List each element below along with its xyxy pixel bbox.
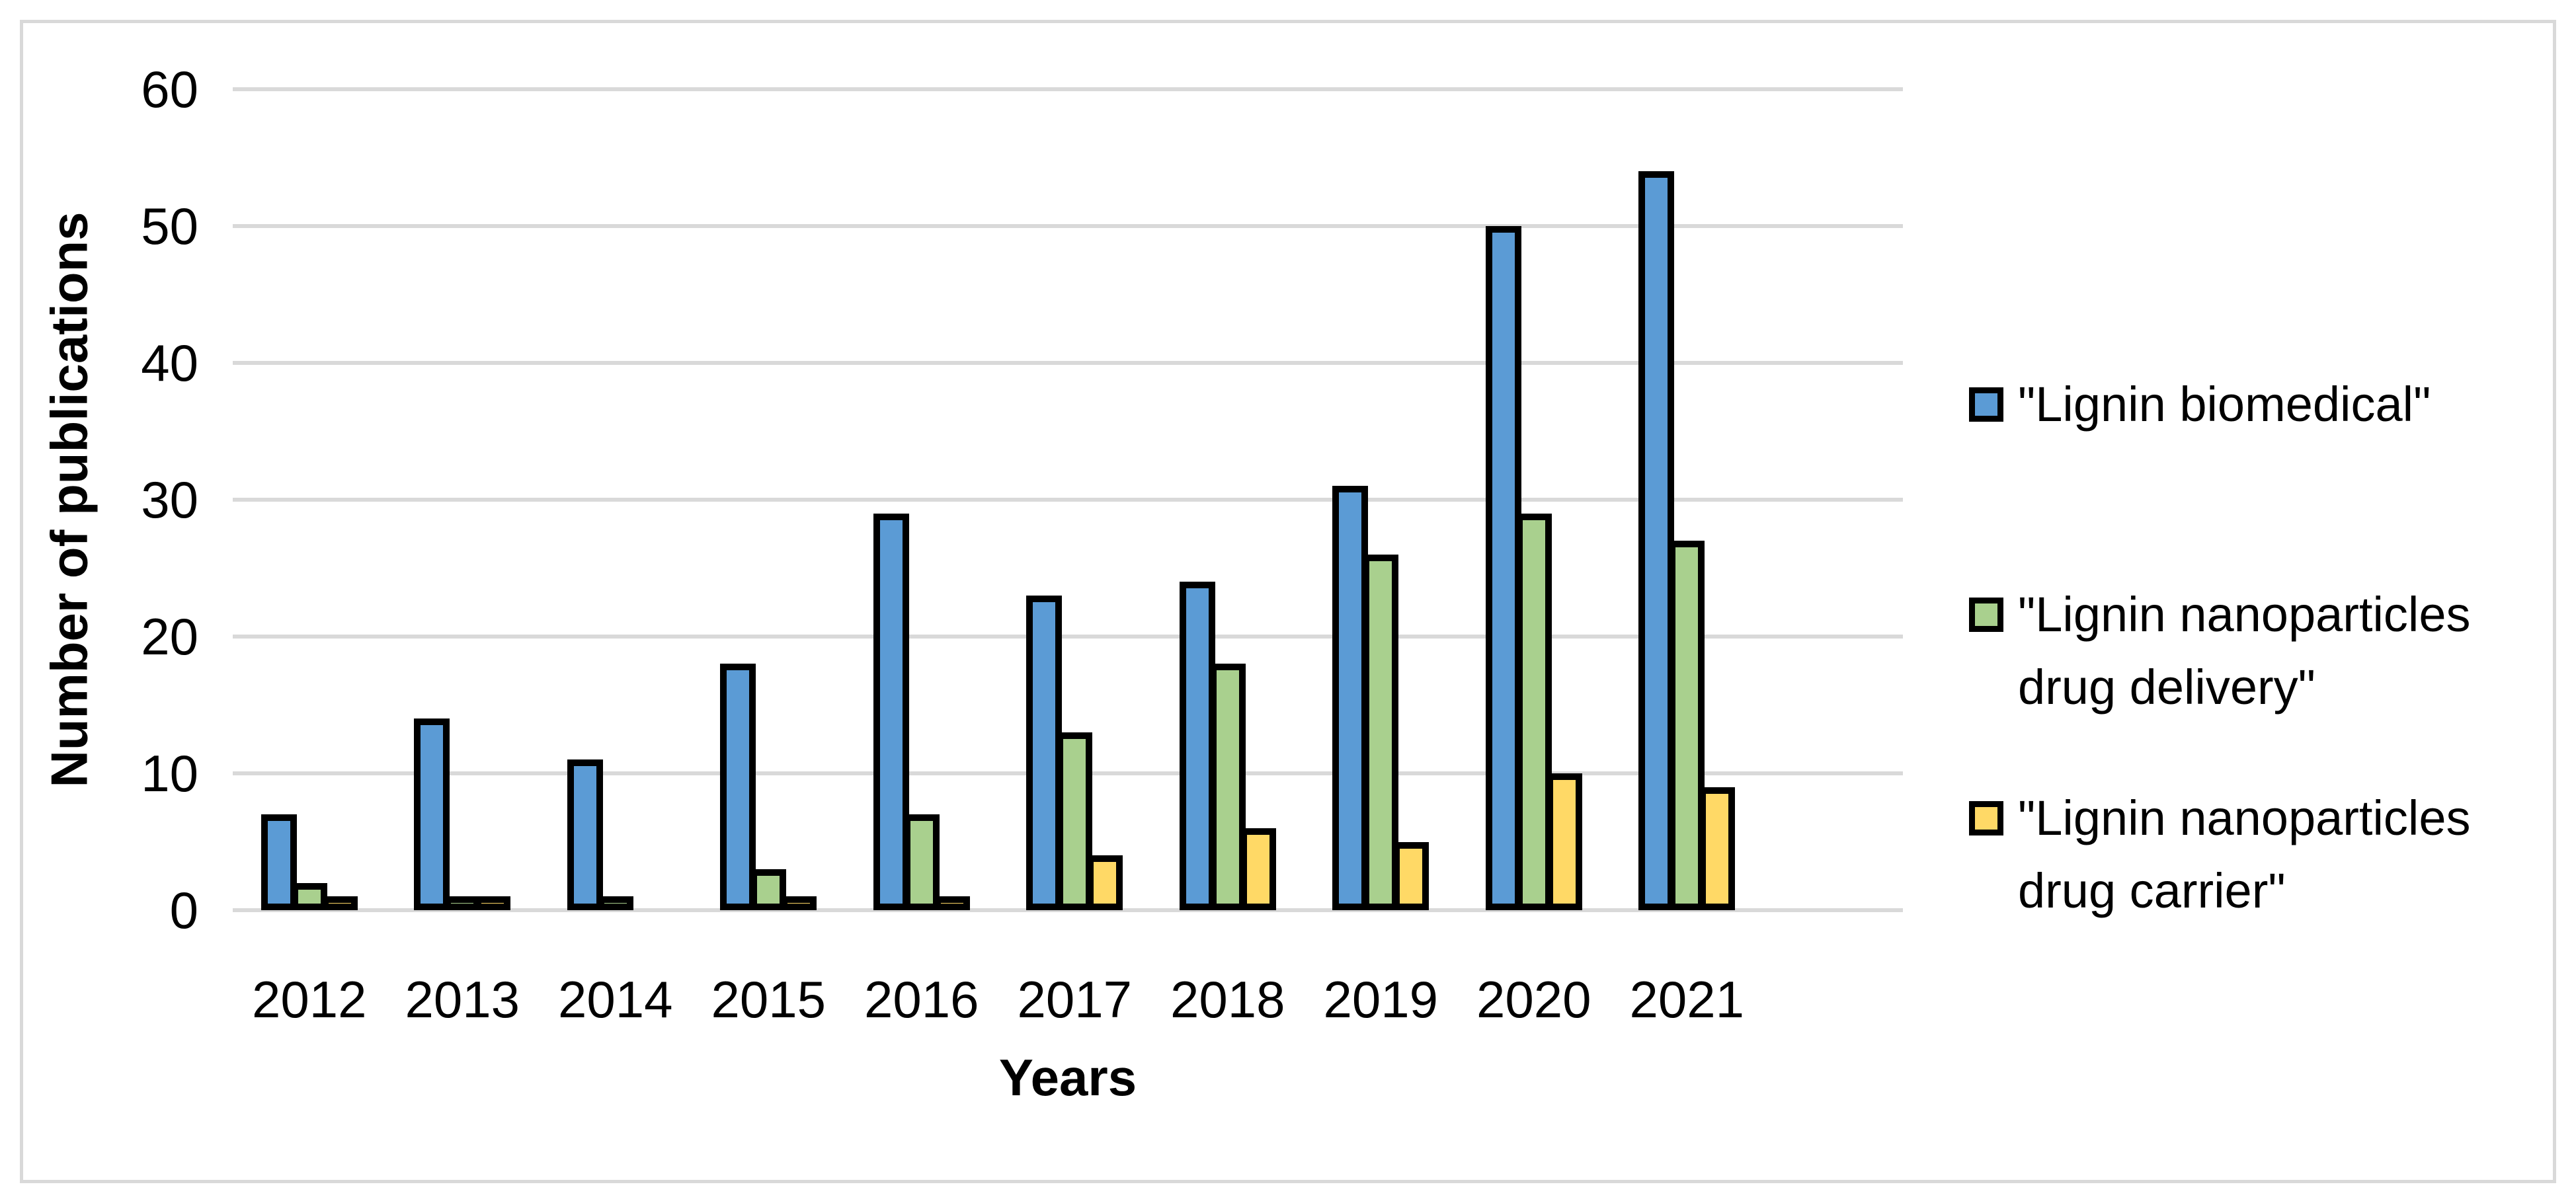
y-tick-label-50: 50 — [141, 197, 198, 255]
gridline-40 — [233, 361, 1903, 365]
bar-2014-series-1 — [567, 759, 603, 910]
bar-2016-series-3 — [934, 896, 970, 910]
bar-2012-series-3 — [321, 896, 358, 910]
bar-2013-series-1 — [414, 718, 450, 910]
bar-2020-series-3 — [1546, 773, 1582, 910]
legend-marker-3-icon — [1969, 801, 2003, 835]
plot-area — [233, 87, 1903, 912]
bar-2021-series-2 — [1669, 541, 1705, 910]
y-tick-label-30: 30 — [141, 471, 198, 529]
gridline-20 — [233, 635, 1903, 639]
legend-marker-2-icon — [1969, 598, 2003, 632]
bar-2017-series-1 — [1026, 595, 1063, 910]
legend-item-3: "Lignin nanoparticles drug carrier" — [1969, 782, 2471, 927]
gridline-30 — [233, 498, 1903, 502]
legend-label-1: "Lignin biomedical" — [2018, 368, 2431, 441]
bar-2021-series-1 — [1638, 171, 1675, 910]
bar-2015-series-3 — [781, 896, 817, 910]
bar-group-2017 — [998, 89, 1152, 910]
bar-2012-series-2 — [291, 882, 327, 910]
bar-2014-series-2 — [597, 896, 633, 910]
y-tick-label-10: 10 — [141, 744, 198, 802]
x-axis-labels: 2012 2013 2014 2015 2016 2017 2018 2019 2020 2021 — [233, 966, 1763, 1032]
bar-2012-series-1 — [261, 814, 297, 910]
legend-label-3-line-2: drug carrier" — [2018, 863, 2286, 918]
bar-group-2012 — [233, 89, 386, 910]
x-tick-label-2020: 2020 — [1476, 970, 1591, 1028]
y-tick-label-20: 20 — [141, 607, 198, 666]
y-tick-label-60: 60 — [141, 60, 198, 118]
x-tick-label-2021: 2021 — [1629, 970, 1745, 1028]
bar-2016-series-2 — [903, 814, 940, 910]
x-tick-label-2016: 2016 — [864, 970, 979, 1028]
y-tick-label-0: 0 — [169, 881, 198, 939]
x-tick-label-2014: 2014 — [557, 970, 673, 1028]
bar-2018-series-3 — [1240, 828, 1276, 910]
legend-label-2: "Lignin nanoparticles drug delivery" — [2018, 578, 2471, 724]
x-tick-label-2012: 2012 — [251, 970, 367, 1028]
x-tick-label-2013: 2013 — [405, 970, 520, 1028]
legend-item-1: "Lignin biomedical" — [1969, 368, 2431, 441]
legend-label-2-line-1: "Lignin nanoparticles — [2018, 587, 2471, 642]
legend-label-3: "Lignin nanoparticles drug carrier" — [2018, 782, 2471, 927]
bar-2020-series-2 — [1515, 513, 1552, 910]
legend-marker-1-icon — [1969, 387, 2003, 422]
x-tick-label-2015: 2015 — [711, 970, 826, 1028]
legend-label-3-line-1: "Lignin nanoparticles — [2018, 791, 2471, 845]
x-tick-label-2017: 2017 — [1017, 970, 1133, 1028]
bar-groups — [233, 89, 1763, 910]
y-axis-tick-labels: 0 10 20 30 40 50 60 — [0, 60, 198, 939]
bar-2018-series-1 — [1179, 582, 1215, 910]
bar-group-2015 — [692, 89, 846, 910]
bar-2019-series-2 — [1363, 554, 1399, 910]
bar-group-2014 — [539, 89, 692, 910]
bar-2021-series-3 — [1699, 787, 1736, 910]
bar-2015-series-1 — [720, 664, 756, 910]
x-axis-title: Years — [998, 1048, 1137, 1106]
bar-group-2019 — [1305, 89, 1458, 910]
figure-border — [20, 20, 2556, 1183]
bar-2015-series-2 — [750, 869, 787, 910]
bar-2017-series-2 — [1057, 732, 1093, 910]
x-tick-label-2019: 2019 — [1323, 970, 1439, 1028]
gridline-0 — [233, 908, 1903, 912]
bar-group-2013 — [386, 89, 540, 910]
bar-2016-series-1 — [873, 513, 909, 910]
legend-label-1-line-1: "Lignin biomedical" — [2018, 377, 2431, 432]
bar-group-2018 — [1151, 89, 1305, 910]
legend-item-2: "Lignin nanoparticles drug delivery" — [1969, 578, 2471, 724]
bar-group-2021 — [1611, 89, 1764, 910]
y-tick-label-40: 40 — [141, 334, 198, 392]
bar-2013-series-3 — [475, 896, 511, 910]
bar-2019-series-3 — [1393, 841, 1429, 910]
legend: "Lignin biomedical" "Lignin nanoparticles… — [1969, 0, 2564, 1203]
gridline-50 — [233, 224, 1903, 228]
gridline-60 — [233, 87, 1903, 91]
x-tick-label-2018: 2018 — [1170, 970, 1285, 1028]
bar-group-2016 — [845, 89, 998, 910]
bar-2017-series-3 — [1087, 855, 1123, 910]
legend-label-2-line-2: drug delivery" — [2018, 660, 2315, 715]
bar-2018-series-2 — [1209, 664, 1246, 910]
bar-group-2020 — [1457, 89, 1611, 910]
